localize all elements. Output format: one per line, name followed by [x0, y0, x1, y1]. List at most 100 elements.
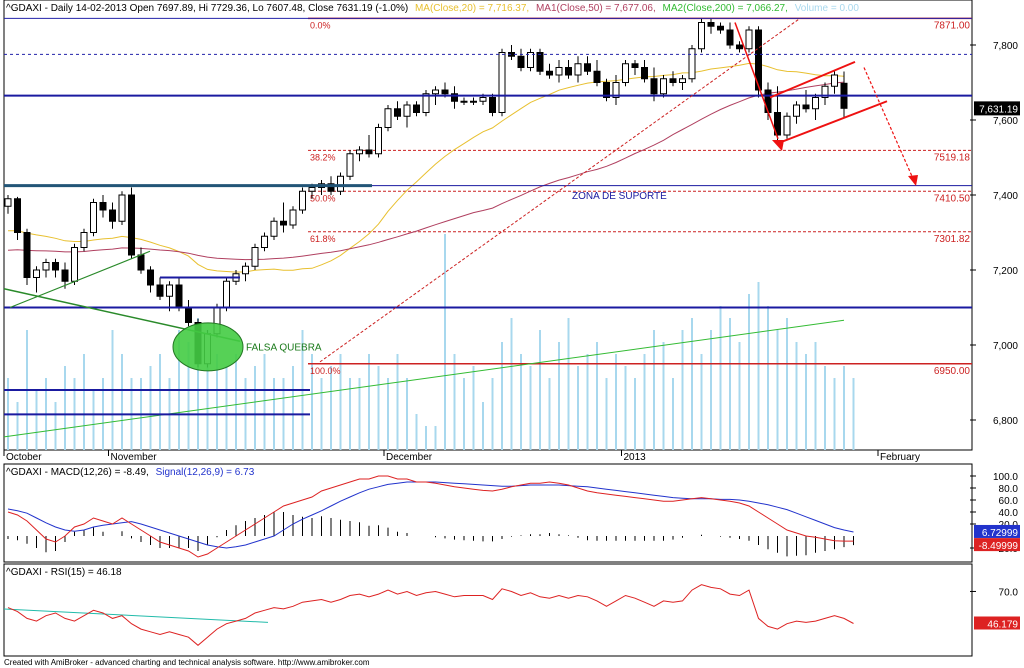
- volume-bar: [776, 330, 779, 450]
- volume-bar: [805, 354, 807, 450]
- x-tick-label: November: [111, 452, 158, 463]
- candle-body: [536, 52, 544, 72]
- x-tick-label: 2013: [624, 452, 647, 463]
- candle-body: [669, 78, 677, 83]
- volume-bar: [852, 378, 855, 450]
- fib-value-label: 7519.18: [934, 152, 971, 163]
- candle-body: [783, 115, 791, 136]
- rsi-panel-frame: [3, 563, 973, 657]
- candle-body: [774, 112, 781, 136]
- candle-body: [470, 100, 477, 103]
- price-tick-label: 7,200: [993, 266, 1018, 277]
- candle-body: [688, 48, 696, 80]
- candle-body: [147, 269, 154, 286]
- candle-body: [565, 67, 572, 76]
- candle-body: [327, 183, 335, 192]
- drawings: FALSA QUEBRA ZONA DE SUPORTE: [3, 17, 972, 416]
- candle-body: [603, 82, 610, 98]
- candle-body: [574, 63, 582, 76]
- candle-body: [821, 85, 829, 98]
- macd-header-label: ^GDAXI - MACD(12,26) = -8.49,: [6, 467, 149, 478]
- rsi-header: ^GDAXI - RSI(15) = 46.18: [6, 567, 122, 578]
- candle-body: [261, 235, 268, 248]
- candle-body: [802, 104, 810, 110]
- rsi-value-badge: [974, 616, 1020, 630]
- candle-body: [185, 307, 192, 323]
- candle-body: [422, 93, 430, 113]
- candle-body: [432, 89, 439, 95]
- x-tick-label: December: [386, 452, 433, 463]
- volume-bar: [833, 378, 836, 450]
- volume-bar: [482, 402, 484, 450]
- fib-level-label: 38.2%: [310, 152, 336, 162]
- candle-body: [14, 198, 21, 233]
- last-price-badge: [974, 101, 1020, 116]
- candle-body: [270, 220, 278, 237]
- volume-bar: [121, 354, 123, 450]
- green-trendline: [9, 250, 151, 309]
- volume-bar: [216, 354, 218, 450]
- rsi-line: [7, 584, 854, 646]
- candle-body: [755, 29, 762, 91]
- candle-body: [356, 149, 363, 155]
- candle-body: [745, 29, 753, 50]
- false-break-label: FALSA QUEBRA: [246, 343, 322, 354]
- fib-level-label: 0.0%: [310, 20, 331, 30]
- candle-body: [223, 280, 230, 308]
- macd-value-badge: [974, 538, 1020, 552]
- price-tick-label: 7,600: [993, 116, 1018, 127]
- volume-bar: [159, 354, 161, 450]
- down-arrow-head: [772, 140, 784, 151]
- fib-value-label: 7871.00: [934, 20, 971, 31]
- candle-body: [498, 52, 506, 113]
- candle-body: [489, 97, 496, 113]
- projected-arrow-head: [908, 175, 918, 186]
- volume-bar: [463, 378, 465, 450]
- volume-bar: [653, 330, 655, 450]
- candle-body: [698, 22, 705, 50]
- candle-body: [99, 202, 107, 211]
- volume-bar: [814, 342, 817, 450]
- volume-bar: [235, 354, 237, 450]
- candle-body: [375, 127, 382, 155]
- footer-credit: Created with AmiBroker - advanced charti…: [4, 658, 370, 667]
- rsi-value-label: 46.179: [987, 620, 1018, 631]
- volume-bar: [387, 378, 389, 450]
- price-tick-label: 7,400: [993, 191, 1018, 202]
- candle-body: [175, 284, 183, 308]
- candle-body: [384, 108, 392, 128]
- volume-bar: [529, 366, 532, 450]
- price-tick-label: 7,000: [993, 341, 1018, 352]
- candle-body: [555, 67, 563, 76]
- candle-body: [517, 55, 525, 68]
- candle-body: [90, 202, 97, 233]
- candle-body: [242, 265, 249, 275]
- false-break-ellipse: [172, 322, 244, 372]
- price-axis: 7,800 7,600 7,400 7,200 7,000 6,800 October Nov…: [3, 41, 1020, 463]
- candle-body: [61, 269, 69, 282]
- candle-body: [346, 153, 354, 177]
- ma200-line: [3, 319, 845, 438]
- macd-line: [7, 475, 854, 558]
- volume-bar: [520, 354, 522, 450]
- candle-body: [166, 284, 173, 297]
- volume-bar: [368, 354, 370, 450]
- volume-bar: [92, 390, 95, 450]
- signal-value-badge: [974, 524, 1020, 538]
- volume-bar: [197, 318, 199, 450]
- volume-bar: [349, 378, 351, 450]
- candle-body: [128, 194, 135, 256]
- ma20-line: [8, 62, 845, 273]
- fib-value-label: 7301.82: [934, 234, 971, 245]
- volume-bar: [311, 354, 313, 450]
- price-header: ^GDAXI - Daily 14-02-2013 Open 7697.89, …: [6, 3, 859, 14]
- volume-bar: [767, 306, 769, 450]
- rsi-trendline: [3, 608, 269, 623]
- price-panel-frame: [3, 0, 973, 451]
- candle-body: [460, 100, 468, 103]
- volume-bar: [624, 366, 627, 450]
- candle-body: [71, 247, 78, 282]
- volume-bar: [16, 402, 19, 450]
- candle-body: [289, 209, 297, 226]
- candle-body: [593, 70, 601, 83]
